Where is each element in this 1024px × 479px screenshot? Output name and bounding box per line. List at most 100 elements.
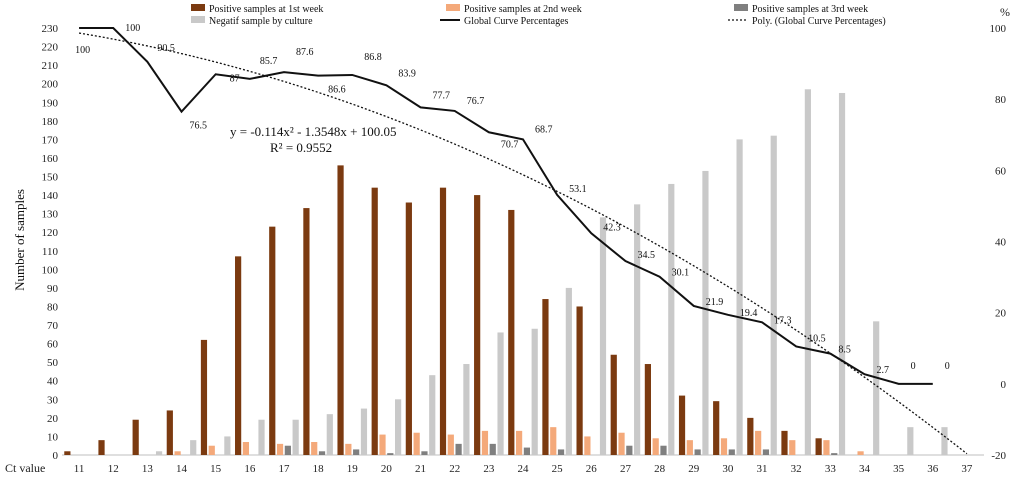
bar <box>224 436 231 455</box>
point-label: 34.5 <box>637 250 655 261</box>
x-tick-label: 27 <box>620 463 632 475</box>
bar <box>576 306 583 455</box>
y2-tick-label: 40 <box>995 237 1007 249</box>
point-label: 76.5 <box>190 121 208 132</box>
y-tick-label: 180 <box>42 116 59 128</box>
bar <box>371 187 378 455</box>
point-label: 90.5 <box>157 43 175 54</box>
bar <box>190 440 197 455</box>
x-tick-label: 28 <box>654 463 666 475</box>
point-label: 83.9 <box>398 68 416 79</box>
bar <box>429 375 436 455</box>
x-tick-label: 25 <box>552 463 564 475</box>
y-tick-label: 150 <box>42 172 59 184</box>
bar <box>770 135 777 455</box>
bar <box>413 432 420 455</box>
point-label: 70.7 <box>501 139 518 150</box>
x-tick-label: 17 <box>278 463 290 475</box>
bar <box>360 408 368 455</box>
bar <box>678 395 686 455</box>
legend-swatch <box>191 4 205 11</box>
bar <box>208 445 215 455</box>
bar <box>284 445 291 455</box>
point-label: 76.7 <box>467 96 485 107</box>
y-tick-label: 20 <box>47 413 59 425</box>
x-tick-label: 33 <box>825 463 837 475</box>
bar <box>311 442 318 455</box>
bar <box>618 432 625 455</box>
legend-swatch <box>191 16 205 23</box>
x-tick-label: 15 <box>210 463 222 475</box>
bar <box>660 445 667 455</box>
bar <box>804 89 811 455</box>
bar <box>747 417 754 455</box>
y-tick-label: 230 <box>42 23 59 35</box>
point-label: 85.7 <box>260 56 278 67</box>
y2-axis-title: % <box>1000 5 1010 19</box>
bar <box>838 92 846 455</box>
bar <box>857 451 864 455</box>
bar <box>720 438 728 455</box>
x-tick-label: 22 <box>449 463 460 475</box>
bar <box>516 430 523 455</box>
chart-lines <box>78 27 968 455</box>
x-tick-label: 16 <box>244 463 256 475</box>
y-tick-label: 220 <box>42 42 59 54</box>
bar <box>318 451 326 455</box>
y-tick-label: 110 <box>42 246 59 258</box>
legend-label: Negatif sample by culture <box>209 16 313 27</box>
point-label: 86.8 <box>364 52 382 63</box>
y-tick-label: 160 <box>42 153 59 165</box>
bar <box>292 419 299 455</box>
y-tick-label: 60 <box>47 339 59 351</box>
bar <box>626 445 633 455</box>
x-tick-label: 23 <box>483 463 495 475</box>
bar <box>599 217 607 455</box>
point-label: 100 <box>75 45 90 56</box>
y-tick-label: 190 <box>42 97 59 109</box>
y-tick-label: 10 <box>47 431 59 443</box>
x-tick-label: 30 <box>722 463 734 475</box>
x-tick-label: 37 <box>961 463 973 475</box>
bar <box>508 209 515 455</box>
y-tick-label: 90 <box>47 283 59 295</box>
bar <box>557 449 565 455</box>
x-axis-title: Ct value <box>5 461 45 475</box>
chart-bars <box>64 89 948 456</box>
point-label: 30.1 <box>672 268 690 279</box>
x-tick-label: 20 <box>381 463 393 475</box>
bar <box>634 204 641 455</box>
legend-label: Positive samples at 3rd week <box>752 4 868 15</box>
chart-point-labels: 100 100 90.5 76.5 87 85.7 87.6 86.6 86.8 83.9 77.7… <box>75 23 950 376</box>
bar <box>98 440 105 455</box>
bar <box>387 453 394 455</box>
bar <box>686 440 693 455</box>
bar <box>644 364 651 455</box>
y-tick-label: 70 <box>47 320 59 332</box>
x-tick-label: 14 <box>176 463 188 475</box>
point-label: 87 <box>230 73 240 84</box>
bar <box>713 401 720 455</box>
x-tick-label: 12 <box>108 463 119 475</box>
bar <box>542 299 549 455</box>
bar <box>652 438 659 455</box>
bar <box>815 438 822 455</box>
bar <box>132 419 139 455</box>
point-label: 53.1 <box>569 184 587 195</box>
bar <box>463 364 470 455</box>
x-tick-label: 26 <box>586 463 598 475</box>
x-tick-label: 32 <box>791 463 802 475</box>
point-label: 100 <box>125 23 140 34</box>
bar <box>258 419 265 455</box>
bar <box>941 427 948 455</box>
bar <box>755 430 762 455</box>
bar <box>155 451 163 455</box>
bar <box>489 443 496 455</box>
y-tick-label: 140 <box>42 190 59 202</box>
x-tick-label: 36 <box>927 463 939 475</box>
bar <box>276 443 284 455</box>
y-tick-label: 170 <box>42 134 59 146</box>
bar <box>762 449 770 455</box>
bar <box>379 434 386 455</box>
